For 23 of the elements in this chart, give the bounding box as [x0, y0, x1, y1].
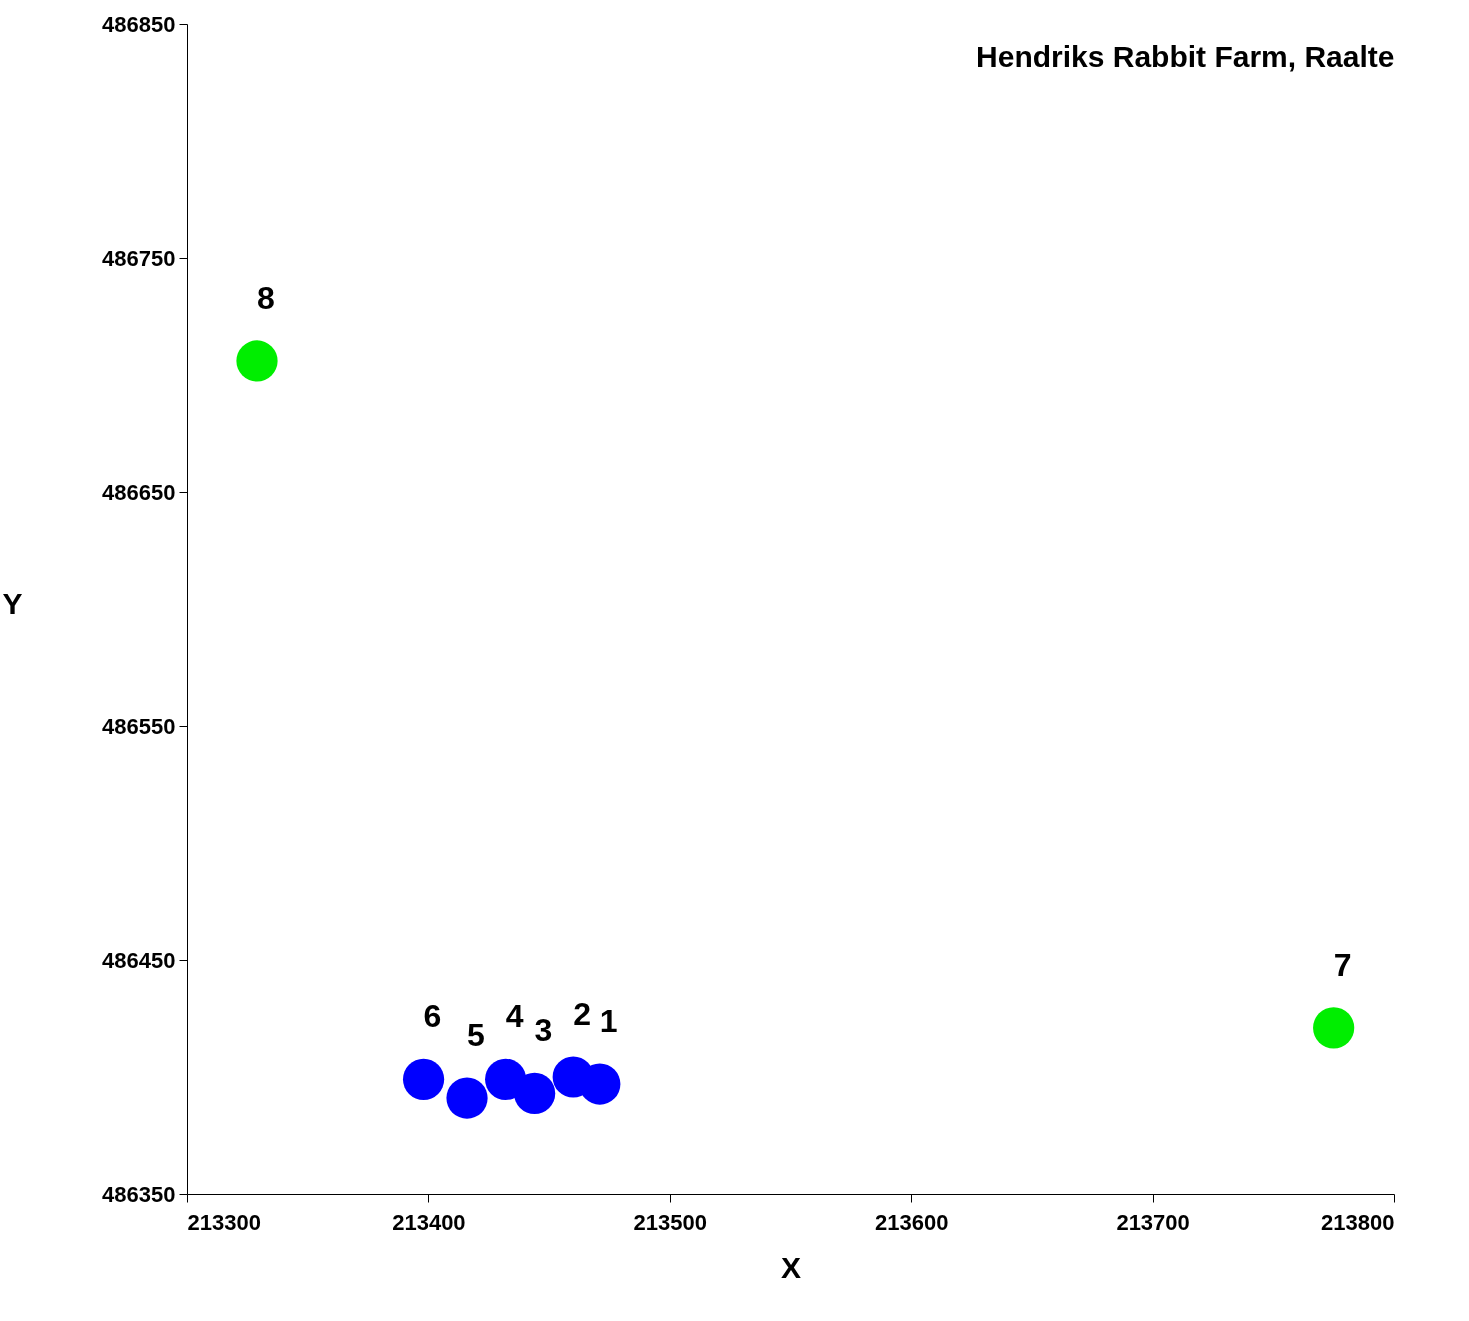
annotation: 3	[534, 1012, 553, 1049]
x-axis-title: X	[780, 1250, 802, 1284]
annotation: 6	[423, 998, 442, 1035]
annotation: 5	[467, 1017, 485, 1054]
y-tick-label: 486650	[102, 479, 176, 505]
x-tick-label: 213800	[1321, 1209, 1395, 1235]
annotation: 8	[257, 279, 275, 316]
annotation: 2	[573, 996, 592, 1032]
annotation: 7	[1333, 946, 1352, 983]
y-tick-label: 486850	[102, 11, 176, 37]
y-axis-title: Y	[2, 586, 23, 620]
y-tick-label: 486450	[102, 947, 176, 973]
y-tick-label: 486750	[102, 245, 176, 271]
annotation: 1	[599, 1003, 618, 1040]
x-tick-label: 213400	[392, 1209, 466, 1235]
x-tick-label: 213600	[874, 1209, 949, 1235]
y-tick-label: 486550	[102, 713, 176, 739]
x-tick-label: 213300	[187, 1209, 261, 1235]
x-tick-label: 213500	[633, 1209, 708, 1235]
text: Hendriks Rabbit Farm, Raalte	[976, 40, 1395, 73]
y-tick-label: 486350	[102, 1181, 176, 1207]
x-tick-label: 213700	[1116, 1209, 1190, 1235]
annotation: 4	[505, 998, 524, 1035]
